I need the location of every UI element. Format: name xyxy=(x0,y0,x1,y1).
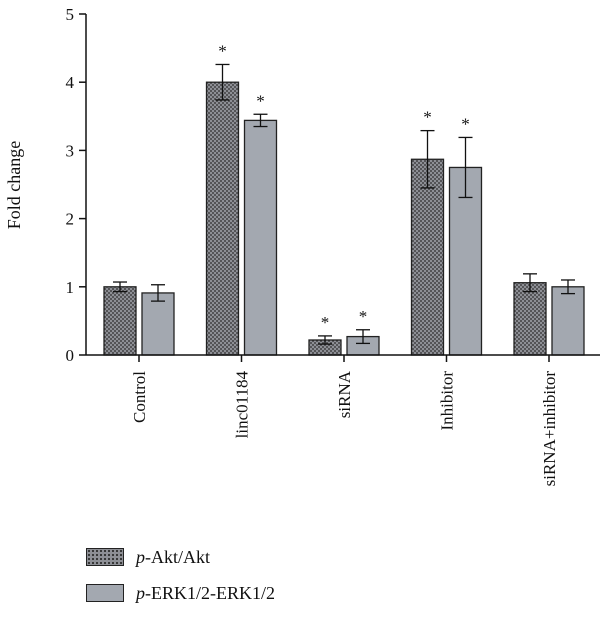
x-tick-label: siRNA+inhibitor xyxy=(540,371,559,487)
x-tick-label: siRNA xyxy=(335,370,354,418)
significance-marker: * xyxy=(461,114,470,133)
legend-swatch-p-erk xyxy=(86,584,124,602)
y-tick-label: 0 xyxy=(66,346,75,365)
y-tick-label: 3 xyxy=(66,141,75,160)
bar xyxy=(551,286,585,356)
bar xyxy=(141,292,175,356)
x-tick-label: linc01184 xyxy=(233,371,252,439)
bar xyxy=(243,119,278,356)
x-tick-label: Inhibitor xyxy=(438,371,457,431)
bar xyxy=(410,158,445,356)
y-tick-label: 5 xyxy=(66,5,75,24)
legend-label-p-erk: p-ERK1/2-ERK1/2 xyxy=(136,582,275,603)
y-axis-title: Fold change xyxy=(4,141,24,229)
significance-marker: * xyxy=(359,307,368,326)
legend: p-Akt/Akt p-ERK1/2-ERK1/2 xyxy=(86,545,275,617)
legend-swatch-p-akt xyxy=(86,548,124,566)
significance-marker: * xyxy=(321,313,330,332)
legend-label-p-akt: p-Akt/Akt xyxy=(136,546,210,567)
bar xyxy=(103,286,137,356)
bar-chart: 0 1 2 3 4 5 * * * * * * Control linc01184 siRNA Inhib… xyxy=(4,5,600,487)
x-tick-label: Control xyxy=(130,371,149,423)
significance-marker: * xyxy=(256,91,265,110)
y-tick-label: 1 xyxy=(66,278,75,297)
legend-item-p-erk: p-ERK1/2-ERK1/2 xyxy=(86,581,275,605)
bar xyxy=(205,81,240,356)
significance-marker: * xyxy=(218,41,227,60)
y-tick-label: 4 xyxy=(66,73,75,92)
bar xyxy=(513,282,547,356)
significance-marker: * xyxy=(423,108,432,127)
y-tick-label: 2 xyxy=(66,210,75,229)
legend-item-p-akt: p-Akt/Akt xyxy=(86,545,275,569)
